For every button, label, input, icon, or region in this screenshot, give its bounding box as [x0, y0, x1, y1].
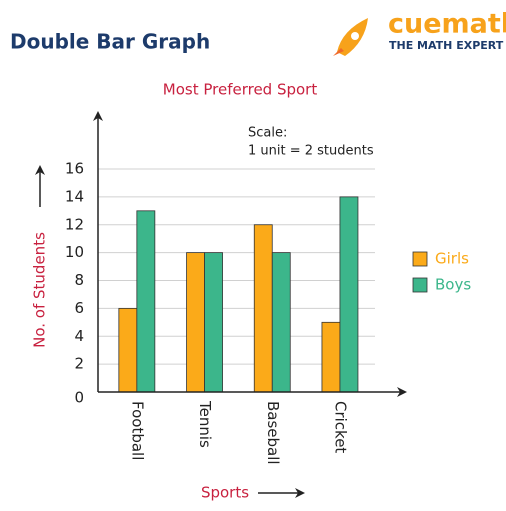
- brand: cuemath: [388, 9, 506, 40]
- annotation: Scale:: [248, 126, 287, 141]
- x-axis-label: Sports: [201, 484, 249, 502]
- x-tick-label: Cricket: [331, 401, 349, 453]
- bar: [186, 252, 205, 393]
- y-tick-label: 2: [74, 355, 84, 373]
- annotation: 1 unit = 2 students: [248, 144, 374, 159]
- y-tick-label: 8: [74, 271, 84, 289]
- bar: [271, 252, 291, 393]
- y-tick-label: 0: [74, 389, 84, 407]
- y-tick-label: 4: [74, 327, 84, 345]
- y-tick-label: 6: [74, 299, 84, 317]
- bar: [339, 196, 359, 393]
- bar: [321, 321, 341, 393]
- plot: 0 2 4 6 8 10 12 14 16 Football Tennis Baseball Crick…: [65, 111, 471, 465]
- bar: [253, 224, 273, 393]
- y-tick-label: 16: [65, 160, 84, 178]
- legend-label: Boys: [435, 276, 471, 294]
- y-axis-label: No. of Students: [31, 232, 49, 348]
- bar: [118, 307, 138, 393]
- x-tick-label: Tennis: [196, 400, 214, 448]
- page-title: Double Bar Graph: [10, 30, 210, 54]
- bar: [204, 252, 223, 393]
- legend-label: Girls: [435, 250, 469, 268]
- x-tick-label: Football: [128, 401, 146, 460]
- y-tick-label: 10: [65, 243, 84, 261]
- x-tick-label: Baseball: [264, 401, 282, 465]
- chart-title: Most Preferred Sport: [163, 81, 318, 99]
- bar: [136, 210, 156, 393]
- y-tick-label: 12: [65, 215, 84, 233]
- legend-swatch: [412, 251, 428, 267]
- tagline: THE MATH EXPERT: [389, 39, 504, 52]
- y-tick-label: 14: [65, 187, 84, 205]
- logo: cuemath THE MATH EXPERT: [333, 9, 506, 56]
- legend-swatch: [412, 277, 428, 293]
